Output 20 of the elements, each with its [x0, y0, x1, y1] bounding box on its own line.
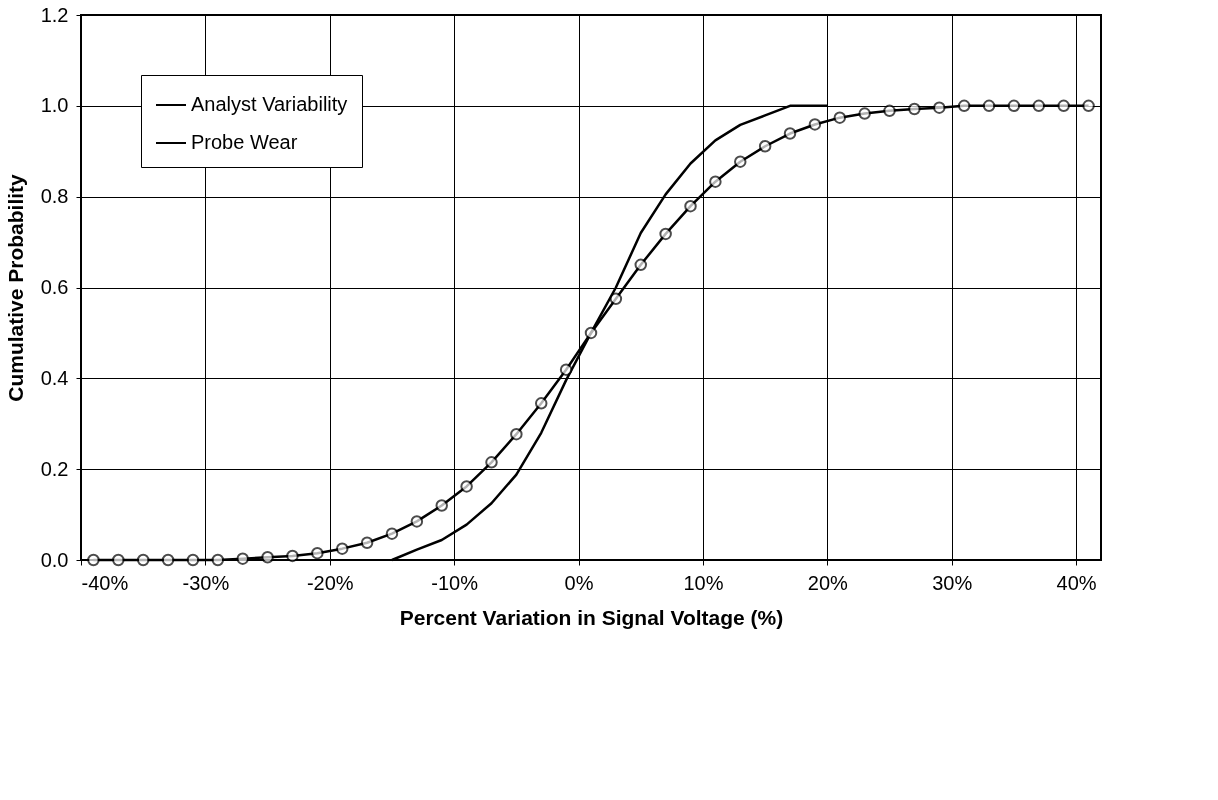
y-tick-label: 1.0 [40, 94, 69, 117]
y-axis-title: Cumulative Probability [3, 173, 27, 402]
y-tick-label: 0.6 [40, 276, 69, 298]
x-axis-title: Percent Variation in Signal Voltage (%) [399, 605, 784, 629]
x-tick-label: 30% [932, 571, 973, 594]
x-tick-label: -30% [182, 571, 230, 594]
y-tick-label: 0.8 [40, 185, 69, 208]
x-tick-label: 20% [807, 571, 849, 594]
y-tick-label: 1.2 [40, 3, 69, 26]
legend-label: Analyst Variability [191, 93, 348, 115]
x-tick-label: -20% [306, 571, 354, 594]
y-tick-label: 0.0 [40, 548, 69, 571]
x-tick-label: 40% [1056, 571, 1097, 594]
legend-label: Probe Wear [191, 131, 298, 153]
x-tick-label: 0% [564, 571, 594, 594]
x-tick-label: -10% [431, 571, 479, 594]
y-tick-label: 0.4 [40, 366, 69, 389]
x-tick-label: -40% [81, 571, 129, 594]
x-tick-label: 10% [683, 571, 724, 594]
y-tick-label: 0.2 [40, 457, 69, 480]
